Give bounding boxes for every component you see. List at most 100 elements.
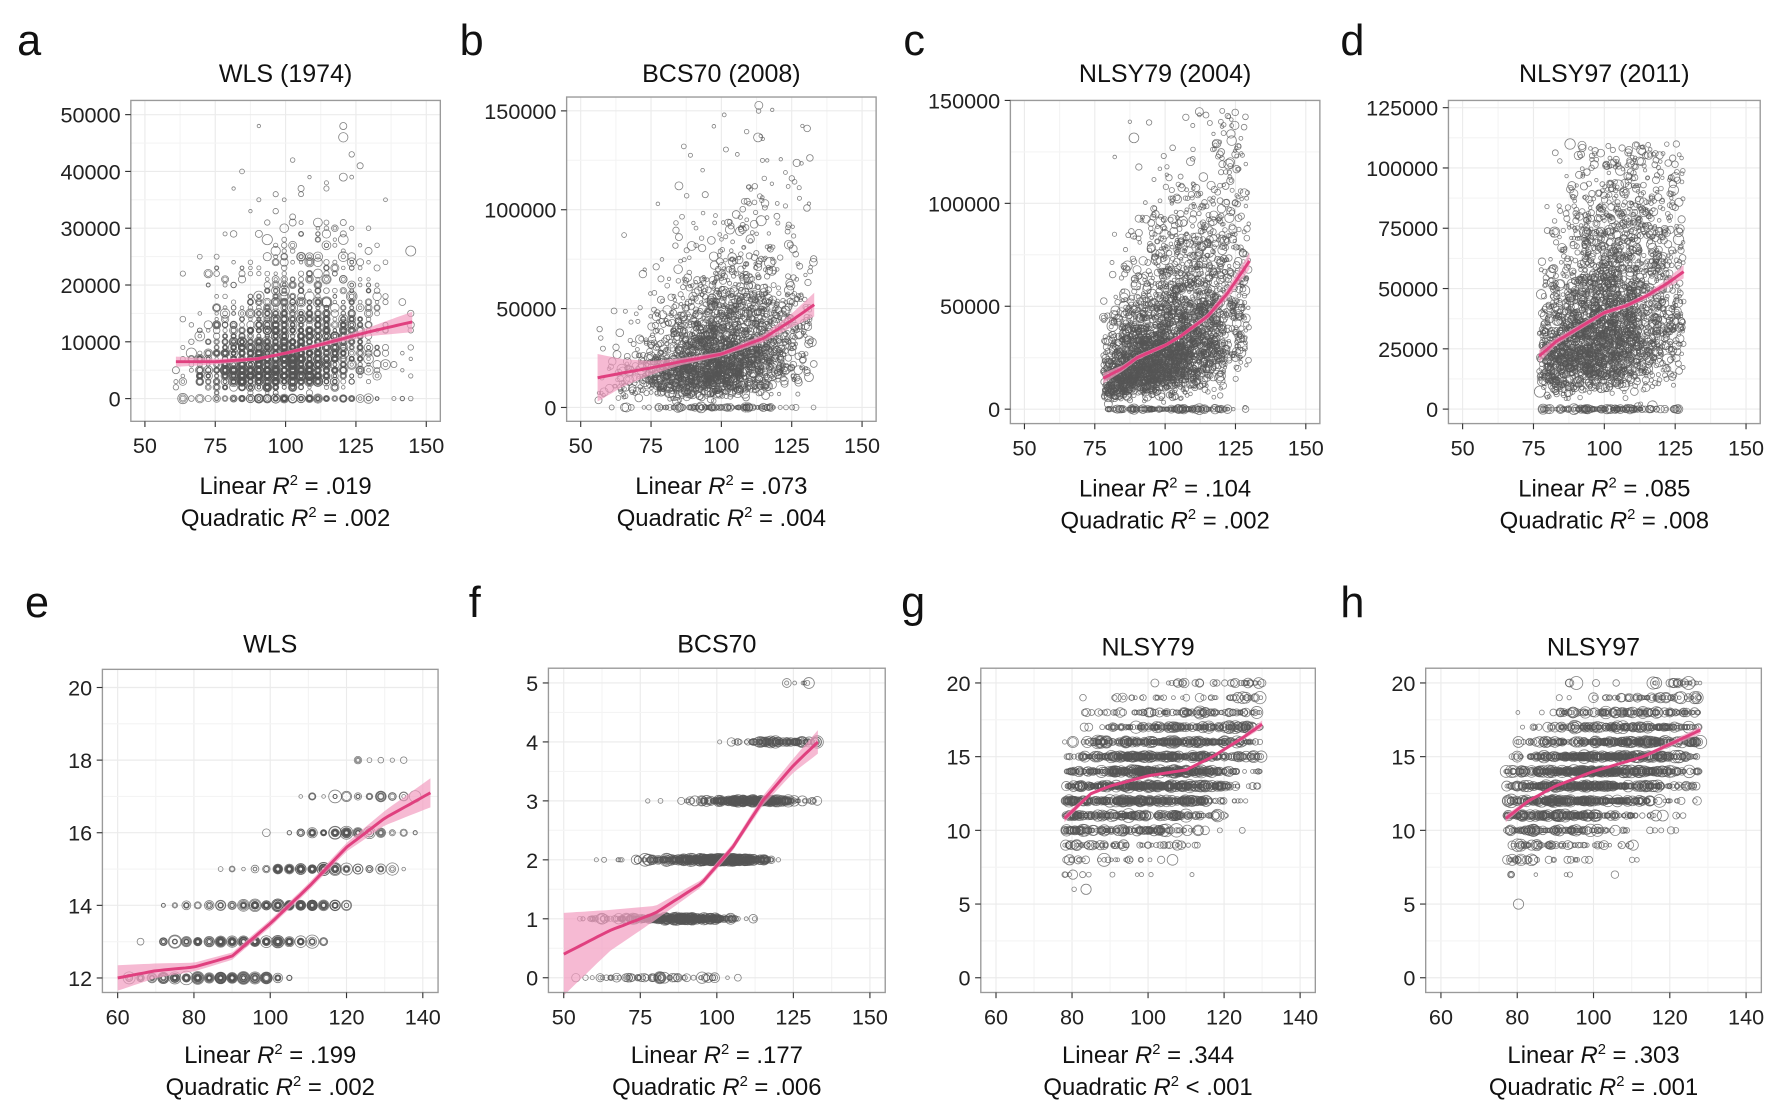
data-point [298,276,304,283]
data-point [332,287,338,294]
data-point [633,311,639,317]
data-point [366,356,371,362]
data-point [188,395,195,402]
data-point [281,197,287,203]
data-point [655,201,661,207]
data-point [673,220,679,226]
data-point [323,180,329,186]
data-point [366,367,371,373]
data-point [809,360,818,368]
data-point [804,372,814,382]
data-point [288,218,297,227]
data-point [680,295,686,301]
data-point [340,305,346,311]
data-point [366,260,371,265]
data-point [307,351,312,356]
data-point [331,395,339,402]
data-point [289,213,297,221]
data-point [357,282,363,288]
data-point [239,305,245,310]
data-point [776,391,782,397]
chart-title: WLS (1974) [219,60,352,88]
data-point [205,350,211,356]
data-point [261,234,273,246]
data-point [339,122,348,130]
data-point [695,391,705,400]
data-point [222,293,228,300]
data-point [340,276,346,282]
data-point [792,300,799,307]
data-point [312,296,324,308]
data-point [364,247,373,255]
data-point [245,308,256,319]
data-point [391,396,397,401]
data-point [188,322,195,328]
data-point [254,229,263,238]
data-point [222,333,229,340]
data-point [297,185,305,192]
data-point [337,234,349,245]
data-point [230,394,238,403]
data-point [808,264,813,270]
data-point [808,338,814,344]
data-point [314,236,322,243]
data-point [357,345,363,350]
y-tick-label: 30000 [61,216,121,241]
data-point [348,378,355,385]
data-point [366,362,371,367]
data-point [340,373,346,379]
data-point [179,270,186,277]
data-point [356,162,364,170]
data-point [365,225,372,231]
data-point [270,245,281,257]
data-point [724,224,735,235]
data-point [273,299,279,305]
data-point [675,278,682,284]
data-point [298,282,304,288]
data-point [713,270,719,276]
data-point [307,316,312,322]
data-point [331,264,339,272]
data-point [407,344,414,351]
caption-prefix: Linear [199,473,272,500]
data-point [357,350,363,356]
data-point [230,304,237,311]
data-point [279,291,290,302]
data-point [304,257,315,268]
data-point [744,217,750,223]
data-point [803,124,811,133]
data-point [374,373,380,379]
data-point [374,305,380,311]
data-point [600,345,606,352]
data-point [698,244,707,253]
data-point [683,273,692,282]
data-point [675,233,683,242]
data-point [364,308,374,318]
data-point [231,186,236,191]
data-point [699,300,704,305]
data-point [349,345,354,350]
data-point [324,316,329,322]
data-point [366,288,371,293]
data-point [256,197,262,203]
data-point [340,356,346,362]
panel-letter: a [17,17,42,65]
data-point [256,294,261,299]
data-point [341,265,346,271]
data-point [711,124,717,129]
data-point [349,305,354,310]
data-point [339,230,347,238]
data-point [669,344,674,349]
data-point [635,347,640,352]
data-point [358,243,363,248]
data-point [357,396,363,401]
data-point [281,384,287,390]
data-point [321,274,332,285]
data-point [273,271,278,276]
data-point [332,294,338,299]
data-point [686,241,697,251]
data-point [323,265,330,271]
caption-value: = .019 [298,473,372,500]
data-point [179,315,187,323]
data-point [323,276,329,282]
